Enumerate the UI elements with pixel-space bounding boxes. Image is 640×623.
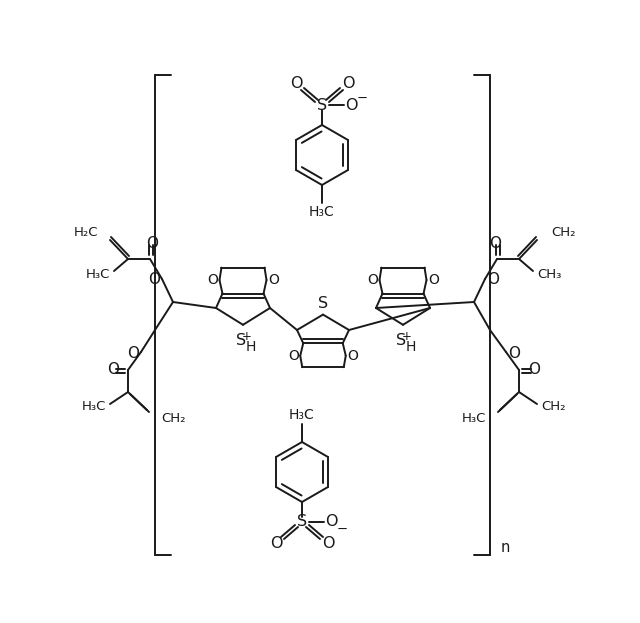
Text: CH₂: CH₂ — [161, 412, 186, 424]
Text: H: H — [406, 340, 416, 354]
Text: +: + — [242, 330, 252, 343]
Text: CH₂: CH₂ — [551, 226, 575, 239]
Text: +: + — [402, 330, 412, 343]
Text: H₃C: H₃C — [86, 267, 110, 280]
Text: O: O — [290, 75, 302, 90]
Text: S: S — [396, 333, 406, 348]
Text: O: O — [489, 237, 501, 252]
Text: O: O — [342, 75, 355, 90]
Text: H₃C: H₃C — [289, 408, 315, 422]
Text: O: O — [322, 536, 334, 551]
Text: O: O — [207, 273, 218, 287]
Text: H₂C: H₂C — [74, 226, 98, 239]
Text: H: H — [246, 340, 256, 354]
Text: H₃C: H₃C — [309, 205, 335, 219]
Text: S: S — [318, 296, 328, 311]
Text: S: S — [297, 515, 307, 530]
Text: H₃C: H₃C — [461, 412, 486, 424]
Text: O: O — [288, 349, 299, 363]
Text: O: O — [148, 272, 160, 287]
Text: O: O — [127, 346, 139, 361]
Text: O: O — [367, 273, 378, 287]
Text: H₃C: H₃C — [82, 399, 106, 412]
Text: O: O — [528, 363, 540, 378]
Text: O: O — [146, 237, 158, 252]
Text: S: S — [317, 98, 327, 113]
Text: CH₂: CH₂ — [541, 399, 566, 412]
Text: O: O — [269, 536, 282, 551]
Text: O: O — [107, 363, 119, 378]
Text: −: − — [356, 92, 367, 105]
Text: CH₃: CH₃ — [537, 267, 561, 280]
Text: O: O — [268, 273, 279, 287]
Text: O: O — [324, 515, 337, 530]
Text: O: O — [508, 346, 520, 361]
Text: S: S — [236, 333, 246, 348]
Text: n: n — [500, 540, 509, 554]
Text: −: − — [337, 523, 348, 536]
Text: O: O — [428, 273, 439, 287]
Text: O: O — [345, 98, 357, 113]
Text: O: O — [487, 272, 499, 287]
Text: O: O — [348, 349, 358, 363]
